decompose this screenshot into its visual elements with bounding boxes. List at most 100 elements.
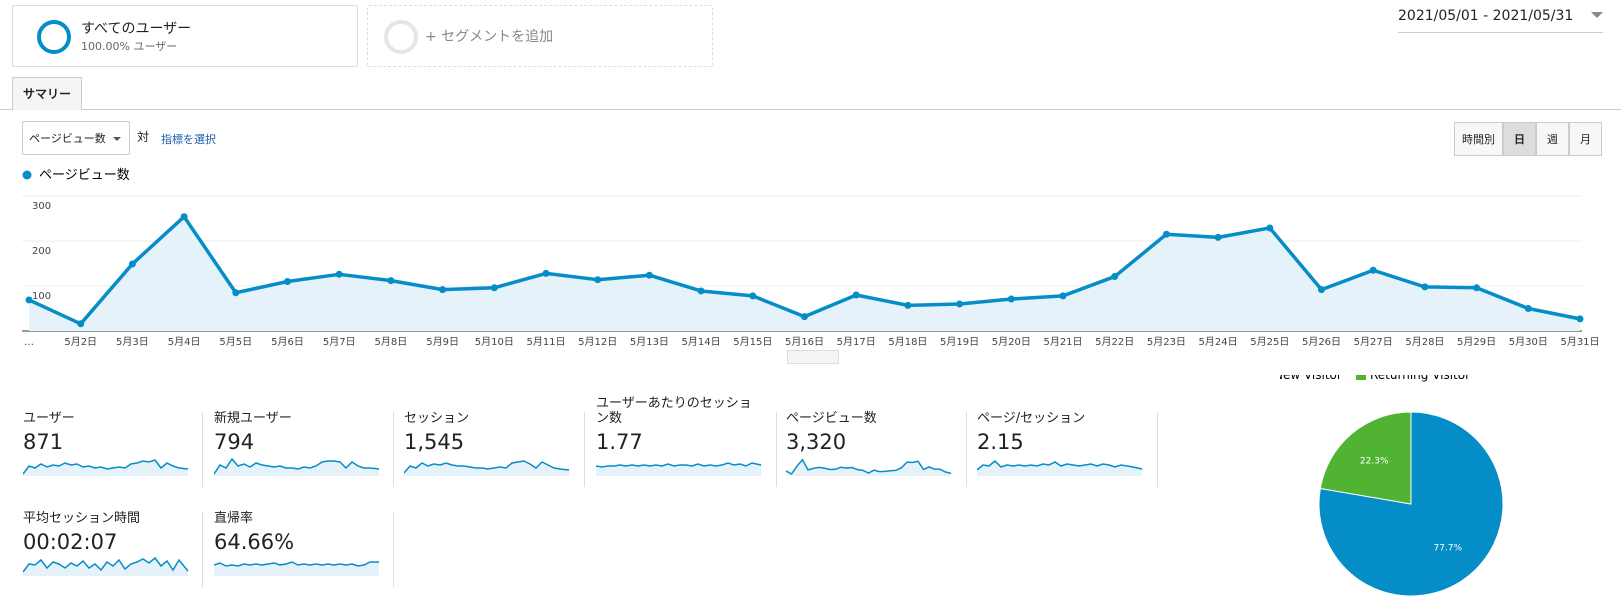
point xyxy=(1318,286,1325,294)
x-tick-label: 5月18日 xyxy=(888,336,927,348)
metric-cell: ページビュー数 3,320 xyxy=(786,380,956,480)
add-segment[interactable]: + セグメントを追加 xyxy=(367,5,713,67)
x-tick-label: 5月12日 xyxy=(578,336,617,348)
x-tick-label: 5月17日 xyxy=(837,336,876,348)
x-tick-label: 5月4日 xyxy=(168,336,201,348)
point xyxy=(1473,284,1481,292)
x-tick-label: 5月5日 xyxy=(219,336,252,348)
x-tick-label: 5月8日 xyxy=(375,336,408,348)
add-segment-label: + セグメントを追加 xyxy=(425,29,554,45)
granularity-button[interactable]: 週 xyxy=(1536,122,1569,156)
segment-card[interactable]: すべてのユーザー 100.00% ユーザー xyxy=(12,5,358,67)
sparkline-line xyxy=(23,459,189,475)
sparkline-line xyxy=(786,458,952,476)
y-tick-label: 200 xyxy=(32,246,51,257)
separator xyxy=(584,412,585,487)
x-tick-label: 5月24日 xyxy=(1199,336,1238,348)
metric-label: ユーザーあたりのセッション数 xyxy=(596,396,752,426)
point xyxy=(25,296,33,304)
point xyxy=(1162,230,1170,238)
point xyxy=(904,301,912,309)
granularity-button[interactable]: 時間別 xyxy=(1454,122,1503,156)
legend-marker xyxy=(22,170,32,180)
metric-value: 1,545 xyxy=(404,430,465,454)
y-tick-label: 100 xyxy=(32,291,51,302)
metric-cell: 平均セッション時間 00:02:07 xyxy=(23,480,193,580)
resize-handle[interactable] xyxy=(787,350,839,364)
x-tick-label: 5月16日 xyxy=(785,336,824,348)
point xyxy=(749,292,757,300)
point xyxy=(335,270,343,278)
segment-detail: 100.00% ユーザー xyxy=(81,40,178,53)
metric-label: ページ/セッション xyxy=(977,411,1086,426)
metric-value: 3,320 xyxy=(786,430,847,454)
x-tick-label: 5月21日 xyxy=(1043,336,1082,348)
y-tick-label: 300 xyxy=(32,201,51,212)
x-tick-label: 5月27日 xyxy=(1354,336,1393,348)
legend-label: Returning Visitor xyxy=(1370,375,1470,382)
sparkline-line xyxy=(23,556,189,573)
point xyxy=(1007,295,1015,303)
sparkline xyxy=(214,457,380,476)
metric-value: 2.15 xyxy=(977,430,1024,454)
x-tick-label: 5月31日 xyxy=(1560,336,1599,348)
metric-label: セッション xyxy=(404,411,470,426)
separator xyxy=(393,412,394,487)
sparkline-line xyxy=(977,459,1143,471)
point xyxy=(542,269,550,277)
metric-value: 871 xyxy=(23,430,64,454)
metric-label: 平均セッション時間 xyxy=(23,511,141,526)
metric-cell: ユーザーあたりのセッション数 1.77 xyxy=(596,380,766,480)
x-tick-label: 5月10日 xyxy=(475,336,514,348)
point xyxy=(232,289,240,297)
legend-label: ページビュー数 xyxy=(39,168,130,183)
metric-value: 1.77 xyxy=(596,430,643,454)
metric-label: 新規ユーザー xyxy=(214,411,292,426)
segment-icon xyxy=(37,20,71,54)
point xyxy=(1421,283,1429,291)
x-tick-label: 5月20日 xyxy=(992,336,1031,348)
summary-tab[interactable]: サマリー xyxy=(12,77,82,110)
point xyxy=(77,320,85,328)
point xyxy=(1214,233,1222,241)
sparkline xyxy=(596,462,762,476)
metric-cell: セッション 1,545 xyxy=(404,380,574,480)
x-tick-label: 5月13日 xyxy=(630,336,669,348)
x-tick-label: 5月7日 xyxy=(323,336,356,348)
slice-label: 77.7% xyxy=(1433,544,1462,554)
point xyxy=(1369,266,1377,274)
choose-metric[interactable]: 指標を選択 xyxy=(161,133,216,146)
x-tick-label: … xyxy=(24,337,34,348)
metric-select-text: ページビュー数 xyxy=(29,132,106,145)
x-tick-label: 5月25日 xyxy=(1250,336,1289,348)
sparkline-area xyxy=(214,562,379,576)
point xyxy=(180,213,188,221)
pie-chart: New Visitor Returning Visitor 77.7% 22.3% xyxy=(1280,375,1504,597)
metric-value: 64.66% xyxy=(214,530,295,554)
sparkline-area xyxy=(214,459,379,476)
granularity-button[interactable]: 月 xyxy=(1569,122,1602,156)
x-tick-label: 5月29日 xyxy=(1457,336,1496,348)
x-tick-label: 5月23日 xyxy=(1147,336,1186,348)
metric-cell: 新規ユーザー 794 xyxy=(214,380,384,480)
granularity-button[interactable]: 日 xyxy=(1503,122,1536,156)
x-tick-label: 5月2日 xyxy=(64,336,97,348)
legend-label: New Visitor xyxy=(1280,375,1342,382)
slice xyxy=(1319,411,1412,505)
point xyxy=(852,291,860,299)
x-tick-label: 5月6日 xyxy=(271,336,304,348)
sparkline xyxy=(214,561,379,576)
x-tick-label: 5月9日 xyxy=(426,336,459,348)
point xyxy=(1111,273,1119,281)
point xyxy=(594,276,602,284)
sparkline xyxy=(977,459,1143,476)
date-range[interactable]: 2021/05/01 - 2021/05/31 xyxy=(1398,8,1603,33)
metric-label: ページビュー数 xyxy=(786,411,877,426)
line-chart: ページビュー数 100 200 300 … 5月2日 5月3日 5月4日 5月5日 5月6日 5月7… xyxy=(22,168,1600,348)
sparkline-area xyxy=(404,461,569,476)
metric-select[interactable]: ページビュー数 xyxy=(22,121,130,155)
separator xyxy=(1157,412,1158,487)
x-tick-label: 5月3日 xyxy=(116,336,149,348)
x-tick-label: 5月14日 xyxy=(682,336,721,348)
